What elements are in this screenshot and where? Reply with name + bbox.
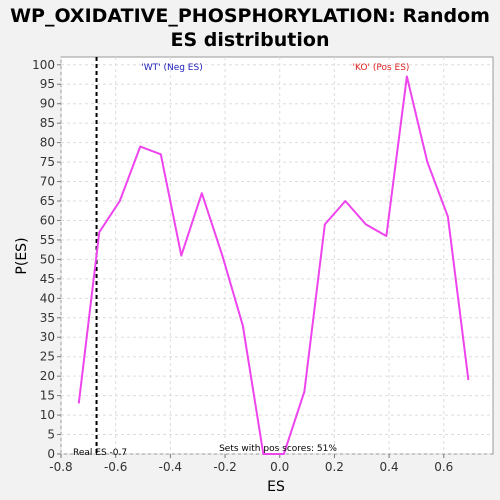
y-tick-label: 0 <box>47 447 55 461</box>
y-tick-label: 15 <box>40 389 55 403</box>
y-tick-label: 80 <box>40 136 55 150</box>
x-tick-label: 0.4 <box>380 460 399 474</box>
y-tick-label: 50 <box>40 252 55 266</box>
y-tick-label: 60 <box>40 213 55 227</box>
y-tick-label: 20 <box>40 369 55 383</box>
pos-es-label: 'KO' (Pos ES) <box>353 63 410 73</box>
series-layer <box>77 75 470 455</box>
y-tick-label: 75 <box>40 155 55 169</box>
chart-title-line-2: ES distribution <box>171 29 330 51</box>
y-tick-label: 70 <box>40 175 55 189</box>
x-tick-label: -0.4 <box>159 460 182 474</box>
real-es-label: Real ES -0.7 <box>73 448 127 458</box>
y-tick-label: 55 <box>40 233 55 247</box>
x-tick-label: -0.8 <box>49 460 72 474</box>
x-tick-label: -0.2 <box>213 460 236 474</box>
y-tick-label: 95 <box>40 77 55 91</box>
x-tick-label: -0.6 <box>104 460 127 474</box>
x-tick-label: 0.0 <box>270 460 289 474</box>
x-tick-label: 0.2 <box>325 460 344 474</box>
neg-es-label: 'WT' (Neg ES) <box>141 63 202 73</box>
pos-scores-note: Sets with pos scores: 51% <box>219 444 337 454</box>
y-tick-label: 5 <box>47 428 55 442</box>
axes: 0 5 10 15 20 25 30 35 40 45 50 55 60 65 70 75 80 85 90 95 10… <box>32 58 453 474</box>
plot-area <box>60 56 494 455</box>
x-axis-label: ES <box>267 479 285 495</box>
chart-title-line-1: WP_OXIDATIVE_PHOSPHORYLATION: Random <box>10 5 490 27</box>
grid <box>60 57 493 455</box>
y-tick-label: 85 <box>40 116 55 130</box>
y-tick-label: 65 <box>40 194 55 208</box>
y-tick-label: 100 <box>32 58 55 72</box>
y-tick-label: 30 <box>40 330 55 344</box>
y-tick-label: 45 <box>40 272 55 286</box>
es-distribution-line <box>77 75 470 455</box>
y-tick-label: 40 <box>40 291 55 305</box>
y-tick-label: 10 <box>40 408 55 422</box>
x-tick-label: 0.6 <box>434 460 453 474</box>
y-axis-label: P(ES) <box>14 237 30 274</box>
y-tick-label: 35 <box>40 311 55 325</box>
y-tick-label: 25 <box>40 350 55 364</box>
y-tick-label: 90 <box>40 97 55 111</box>
